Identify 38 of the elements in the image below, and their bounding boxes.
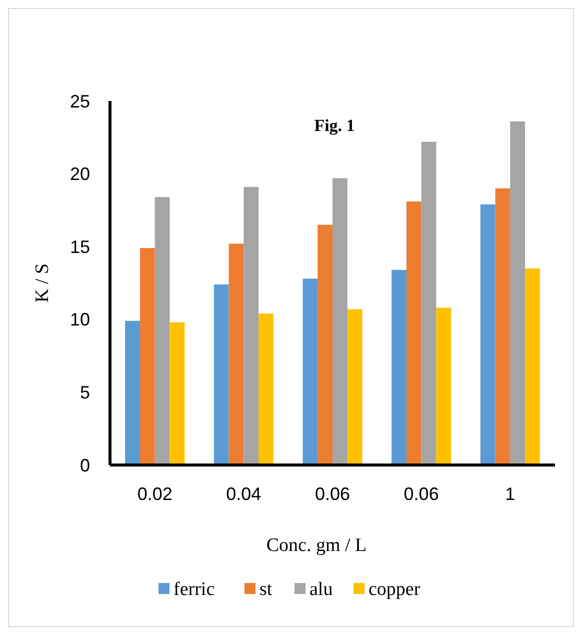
y-tick-label: 0 [80,455,90,476]
legend-label: st [260,579,273,600]
bar [125,320,140,465]
bar [214,284,229,465]
bar [436,308,452,465]
bar [495,188,510,465]
text: Fig. 1 [314,116,355,135]
x-tick-label: 0.04 [226,484,262,504]
y-tick-label: 25 [70,91,90,112]
x-tick-label: 1 [505,484,516,504]
legend-label: alu [310,579,334,600]
bar [258,314,274,465]
bar [318,224,332,465]
y-tick-label: 20 [70,164,90,184]
bar [170,322,185,465]
bar [347,309,362,465]
y-tick-label: 15 [70,236,90,257]
bar [244,186,259,465]
bar [421,142,436,465]
bar [302,278,318,465]
legend-label: ferric [174,579,215,600]
bar [525,268,540,465]
legend-label: copper [368,579,421,600]
bar [406,201,422,465]
bar [510,121,526,465]
x-tick-label: 0.06 [404,484,439,504]
bar [332,178,348,465]
bar [228,244,244,465]
bar [480,204,496,465]
x-tick-label: 0.02 [137,484,172,504]
bar [392,270,406,465]
y-axis-title: K / S [32,263,53,303]
y-tick-label: 5 [80,382,90,402]
x-tick-label: 0.06 [314,484,350,504]
y-tick-label: 10 [70,310,90,330]
bar [154,197,170,465]
bar [140,248,155,465]
x-axis-title: Conc. gm / L [266,535,367,556]
